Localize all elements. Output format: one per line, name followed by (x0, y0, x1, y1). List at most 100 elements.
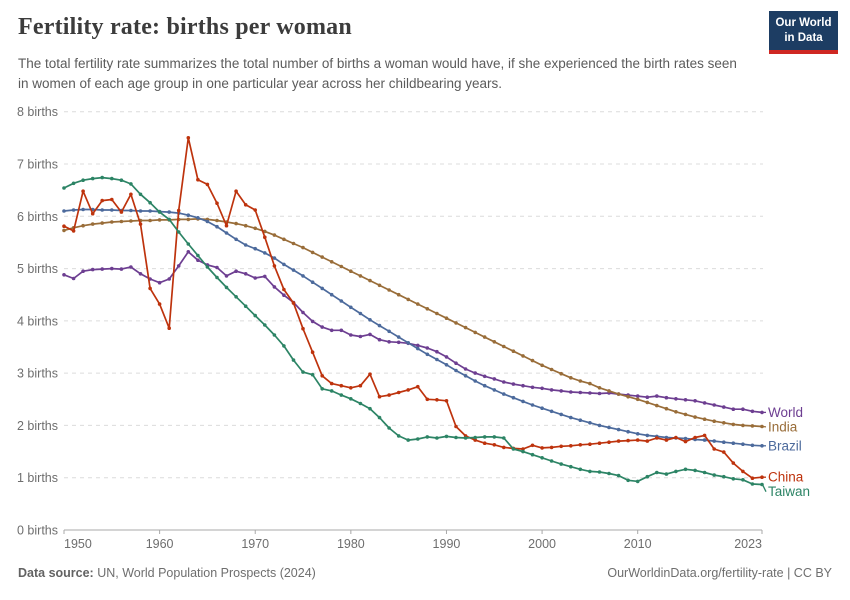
series-point-brazil-2010 (635, 432, 640, 436)
series-point-taiwan-1965 (205, 265, 210, 269)
legend-label-india[interactable]: India (768, 419, 798, 434)
series-point-china-2004 (578, 443, 583, 447)
series-point-brazil-2006 (597, 423, 602, 428)
series-point-india-2023 (760, 424, 764, 429)
series-point-brazil-1988 (425, 352, 430, 357)
series-point-world-1961 (167, 277, 171, 281)
chart-footer: Data source: UN, World Population Prospe… (18, 566, 832, 580)
series-point-brazil-2013 (664, 435, 669, 440)
series-point-world-1971 (263, 274, 267, 279)
series-point-brazil-1979 (339, 299, 344, 303)
series-point-china-1977 (320, 374, 325, 378)
series-point-taiwan-1973 (282, 344, 286, 348)
series-point-china-1993 (473, 438, 478, 442)
legend-label-brazil[interactable]: Brazil (768, 438, 802, 453)
series-point-taiwan-1986 (406, 438, 411, 442)
owid-logo[interactable]: Our World in Data (769, 11, 838, 54)
series-point-india-1993 (473, 330, 478, 335)
y-axis-label-3: 3 births (17, 367, 58, 381)
series-point-taiwan-2017 (702, 470, 707, 475)
series-point-india-1955 (110, 220, 114, 224)
series-line-china (63, 136, 763, 480)
series-point-taiwan-2018 (712, 473, 716, 477)
series-point-india-2014 (674, 410, 678, 414)
series-point-india-2007 (607, 389, 611, 393)
series-point-brazil-2004 (578, 418, 583, 423)
series-point-brazil-1970 (253, 246, 257, 251)
page-title: Fertility rate: births per woman (18, 14, 352, 40)
series-point-china-2022 (750, 476, 755, 481)
series-point-brazil-1998 (521, 399, 525, 404)
series-point-india-1984 (387, 288, 391, 292)
credit-note: OurWorldinData.org/fertility-rate | CC B… (607, 566, 832, 580)
series-point-brazil-1987 (416, 346, 420, 351)
series-point-india-1966 (215, 218, 219, 223)
series-point-brazil-1985 (396, 335, 401, 339)
series-point-brazil-1950 (62, 209, 66, 213)
legend-label-china[interactable]: China (768, 470, 804, 485)
series-point-india-2011 (645, 400, 650, 405)
series-point-taiwan-1987 (416, 437, 420, 441)
series-point-india-1960 (157, 218, 162, 222)
series-point-world-1951 (71, 276, 76, 281)
series-point-world-1972 (272, 285, 277, 289)
series-point-china-2006 (597, 441, 602, 446)
series-point-china-1982 (368, 372, 372, 377)
legend-label-taiwan[interactable]: Taiwan (768, 484, 810, 499)
series-point-india-1999 (530, 358, 535, 363)
series-point-china-1984 (387, 393, 391, 397)
series-point-world-1975 (301, 310, 305, 315)
series-point-taiwan-1983 (377, 415, 382, 420)
series-point-india-2019 (722, 421, 726, 425)
series-point-brazil-2008 (616, 427, 621, 432)
series-point-brazil-1977 (320, 286, 325, 291)
x-axis-label-1960: 1960 (146, 537, 174, 551)
series-point-world-2006 (597, 391, 602, 396)
series-point-india-1977 (320, 255, 325, 259)
series-point-brazil-2000 (540, 406, 544, 411)
series-point-brazil-2021 (741, 442, 745, 447)
chart-subtitle: The total fertility rate summarizes the … (18, 56, 737, 91)
series-point-brazil-1959 (148, 209, 152, 213)
series-point-china-1995 (492, 443, 497, 447)
series-point-world-1970 (253, 276, 257, 280)
y-axis-label-6: 6 births (17, 210, 58, 224)
series-point-taiwan-1997 (511, 447, 516, 451)
series-point-taiwan-2016 (693, 468, 697, 473)
series-point-taiwan-2014 (674, 469, 678, 474)
series-point-india-1986 (406, 297, 411, 302)
series-point-taiwan-1959 (148, 200, 152, 205)
series-point-brazil-2023 (760, 444, 764, 448)
series-point-taiwan-1984 (387, 426, 391, 430)
owid-credit-link[interactable]: OurWorldinData.org/fertility-rate (607, 566, 784, 580)
series-point-world-2021 (741, 407, 745, 412)
series-point-taiwan-1985 (396, 434, 401, 438)
series-point-world-2010 (635, 394, 640, 398)
legend-label-world[interactable]: World (768, 405, 803, 420)
series-point-brazil-1975 (301, 274, 305, 278)
series-point-world-1954 (100, 267, 104, 271)
series-point-taiwan-2007 (607, 471, 611, 476)
series-point-india-1976 (310, 250, 315, 255)
series-point-brazil-1966 (215, 224, 219, 229)
series-point-china-1956 (119, 210, 124, 214)
series-point-china-1965 (205, 182, 210, 187)
series-point-india-2001 (549, 367, 554, 372)
series-point-world-2015 (683, 398, 688, 402)
series-point-world-1956 (119, 267, 124, 271)
series-point-brazil-1964 (196, 216, 200, 220)
series-point-taiwan-1957 (129, 182, 133, 186)
series-point-taiwan-2013 (664, 472, 669, 476)
series-point-china-1979 (339, 383, 344, 388)
series-point-world-2018 (712, 403, 716, 407)
series-point-india-2003 (569, 376, 573, 380)
series-point-taiwan-1994 (482, 435, 487, 439)
series-point-china-1973 (282, 287, 286, 292)
series-point-world-1995 (492, 377, 497, 381)
series-point-taiwan-1978 (329, 389, 334, 393)
series-point-taiwan-1977 (320, 387, 325, 391)
series-point-china-1970 (253, 208, 257, 212)
series-point-brazil-1993 (473, 379, 478, 383)
series-point-taiwan-1989 (435, 436, 439, 440)
